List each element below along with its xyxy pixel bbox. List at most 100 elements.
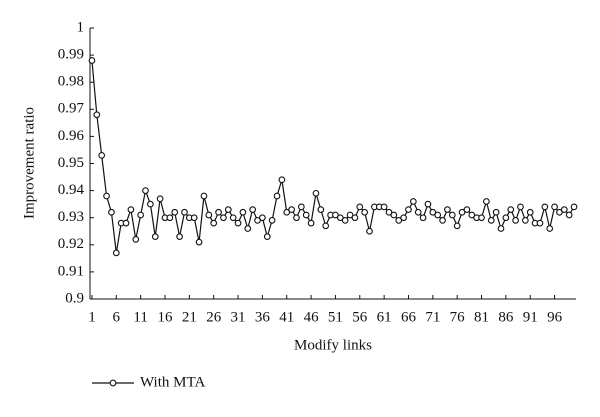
data-point — [171, 208, 179, 216]
data-point — [112, 249, 120, 257]
data-point — [127, 206, 135, 213]
data-point — [346, 211, 354, 219]
data-point — [434, 211, 442, 219]
y-tick-label: 0.92 — [58, 236, 84, 252]
data-point — [263, 233, 271, 241]
data-point — [229, 214, 237, 222]
y-tick-label: 0.91 — [58, 263, 84, 279]
data-point — [560, 206, 568, 213]
data-point — [268, 217, 276, 224]
y-tick-label: 0.96 — [58, 128, 85, 144]
data-point — [361, 208, 369, 216]
data-point — [190, 214, 198, 222]
x-tick-label: 26 — [206, 309, 222, 325]
data-point — [556, 208, 563, 216]
data-point — [468, 211, 476, 219]
y-tick-label: 0.95 — [58, 155, 84, 171]
data-point — [429, 208, 437, 216]
legend-label: With MTA — [140, 374, 205, 390]
data-point — [288, 206, 295, 213]
x-tick-label: 51 — [328, 309, 343, 325]
data-point — [424, 200, 432, 208]
data-point — [254, 217, 261, 224]
data-point — [395, 217, 403, 224]
x-tick-label: 96 — [547, 309, 563, 325]
x-tick-label: 66 — [401, 309, 417, 325]
data-point — [541, 203, 549, 211]
data-point — [497, 225, 505, 232]
data-point — [546, 225, 554, 232]
data-point — [502, 214, 510, 222]
data-point — [453, 222, 461, 230]
data-point — [147, 200, 154, 208]
data-point — [565, 211, 573, 219]
data-point — [181, 208, 188, 216]
y-tick-label: 1 — [77, 19, 85, 35]
legend-marker — [109, 379, 117, 387]
data-point — [283, 208, 291, 216]
x-tick-label: 36 — [255, 309, 271, 325]
data-point — [239, 208, 247, 216]
data-point — [478, 214, 485, 222]
data-point — [414, 208, 422, 216]
data-point — [317, 206, 325, 213]
data-point — [151, 233, 159, 241]
data-point — [302, 211, 310, 219]
data-point — [259, 214, 266, 222]
y-tick-label: 0.93 — [58, 209, 84, 225]
data-point — [551, 203, 558, 211]
y-axis-label: Improvement ratio — [21, 107, 37, 219]
x-tick-label: 91 — [523, 309, 538, 325]
data-point — [307, 219, 315, 227]
data-point — [93, 111, 101, 119]
x-axis-label: Modify links — [294, 337, 372, 353]
data-point — [137, 211, 144, 219]
data-point — [322, 222, 330, 230]
x-tick-label: 81 — [474, 309, 489, 325]
data-point — [273, 192, 281, 200]
data-point — [410, 198, 417, 205]
x-tick-label: 11 — [133, 309, 147, 325]
data-point — [234, 219, 242, 227]
data-point — [405, 206, 412, 213]
data-point — [108, 208, 115, 216]
y-tick-label: 0.9 — [65, 290, 84, 306]
data-point — [526, 208, 534, 216]
data-point — [195, 238, 203, 246]
y-tick-label: 0.98 — [58, 74, 84, 90]
data-point — [200, 192, 208, 200]
data-point — [278, 176, 286, 184]
y-tick-label: 0.99 — [58, 47, 84, 63]
data-point — [215, 208, 222, 216]
data-point — [351, 214, 359, 222]
data-point — [380, 203, 388, 211]
data-point — [390, 211, 398, 219]
data-point — [205, 211, 213, 219]
x-tick-label: 86 — [498, 309, 514, 325]
data-point — [492, 208, 500, 216]
data-point — [220, 214, 227, 222]
y-tick-label: 0.97 — [58, 101, 85, 117]
data-point — [312, 189, 320, 197]
data-point — [512, 217, 519, 224]
data-point — [332, 211, 339, 219]
data-point — [444, 206, 451, 213]
data-point — [336, 214, 344, 222]
data-point — [297, 203, 305, 211]
data-point — [166, 214, 174, 222]
data-point — [400, 214, 407, 222]
data-point — [385, 208, 393, 216]
data-point — [439, 217, 446, 224]
data-point — [522, 217, 529, 224]
data-point — [210, 219, 218, 227]
data-point — [88, 57, 96, 64]
y-tick-label: 0.94 — [58, 182, 85, 198]
data-point — [483, 198, 490, 205]
x-tick-label: 31 — [231, 309, 246, 325]
data-point — [536, 219, 544, 227]
data-point — [142, 187, 149, 194]
x-tick-label: 46 — [304, 309, 320, 325]
data-point — [122, 219, 130, 227]
data-point — [156, 195, 164, 203]
